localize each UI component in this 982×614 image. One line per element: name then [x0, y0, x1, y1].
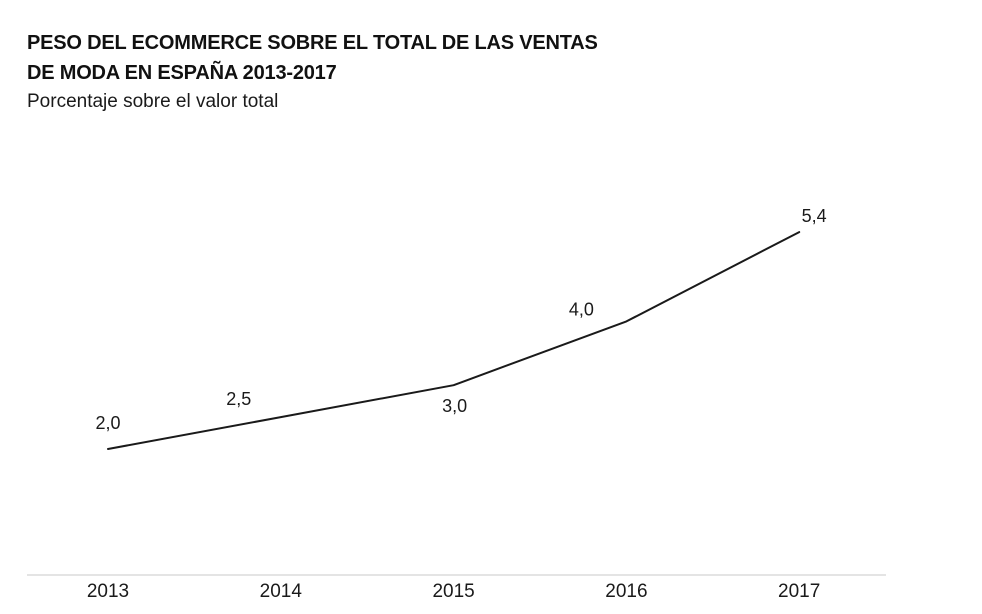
- chart-title-line-1: PESO DEL ECOMMERCE SOBRE EL TOTAL DE LAS…: [27, 32, 598, 54]
- x-tick-label-2013: 2013: [87, 581, 129, 602]
- x-tick-label-2016: 2016: [605, 581, 647, 602]
- chart-subtitle: Porcentaje sobre el valor total: [27, 91, 279, 112]
- data-point-label-2016: 4,0: [569, 299, 594, 319]
- x-tick-label-2015: 2015: [432, 581, 474, 602]
- data-point-label-2015: 3,0: [442, 396, 467, 416]
- chart-title: PESO DEL ECOMMERCE SOBRE EL TOTAL DE LAS…: [27, 28, 727, 88]
- x-tick-label-2014: 2014: [260, 581, 303, 602]
- data-line: [107, 231, 801, 450]
- chart-header: PESO DEL ECOMMERCE SOBRE EL TOTAL DE LAS…: [27, 28, 727, 115]
- data-point-label-2017: 5,4: [802, 206, 827, 226]
- data-point-label-2013: 2,0: [95, 413, 120, 433]
- x-tick-label-2017: 2017: [778, 581, 820, 602]
- data-point-label-2014: 2,5: [226, 389, 251, 409]
- chart-title-line-2: DE MODA EN ESPAÑA 2013-2017: [27, 62, 337, 84]
